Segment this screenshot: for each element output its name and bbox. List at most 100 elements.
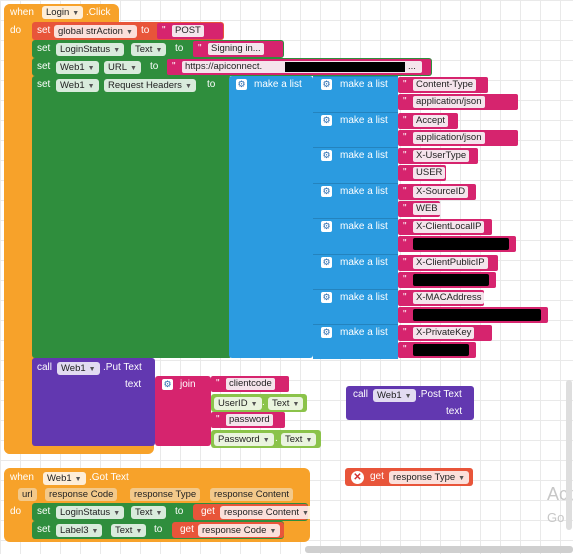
header-key-text-value[interactable]: X-SourceID — [413, 186, 469, 198]
header-key-text-block[interactable]: " X-ClientLocalIP — [398, 219, 492, 235]
password-text-block[interactable]: " password — [211, 412, 285, 428]
header-key-text-value[interactable]: X-PrivateKey — [413, 327, 475, 339]
header-key-text-block[interactable]: " X-UserType — [398, 148, 478, 164]
param-url[interactable]: url — [18, 488, 37, 501]
put-text-method: .Put Text — [103, 362, 142, 373]
gear-icon[interactable]: ⚙ — [321, 327, 332, 338]
text-property-dropdown[interactable]: Text ▼ — [131, 43, 167, 56]
loginstatus-component-dropdown[interactable]: LoginStatus ▼ — [56, 506, 125, 519]
chevron-down-icon: ▼ — [302, 510, 309, 517]
header-value-text-value[interactable] — [413, 274, 489, 286]
gear-icon[interactable]: ⚙ — [321, 186, 332, 197]
url-text-block[interactable]: " https://apiconnect. ... — [167, 59, 431, 75]
outer-make-a-list-block[interactable] — [229, 76, 313, 358]
web1-component-dropdown[interactable]: Web1 ▼ — [56, 61, 99, 74]
signing-in-text-value[interactable]: Signing in... — [208, 43, 264, 55]
header-key-text-block[interactable]: " X-ClientPublicIP — [398, 255, 498, 271]
gear-icon[interactable]: ⚙ — [321, 257, 332, 268]
gear-icon[interactable]: ⚙ — [321, 79, 332, 90]
clientcode-text-value[interactable]: clientcode — [226, 378, 275, 390]
header-value-text-block[interactable]: " — [398, 342, 476, 358]
text-property-dropdown[interactable]: Text ▼ — [268, 397, 304, 410]
post-text-method: .Post Text — [418, 389, 462, 400]
header-key-text-block[interactable]: " Accept — [398, 113, 458, 129]
param-response-content[interactable]: response Content — [210, 488, 293, 501]
header-value-text-block[interactable]: " — [398, 307, 548, 323]
header-key-text-value[interactable]: X-ClientPublicIP — [413, 257, 488, 269]
header-value-text-block[interactable]: " USER — [398, 165, 446, 181]
get-keyword: get — [370, 471, 384, 482]
response-type-dropdown[interactable]: response Type ▼ — [389, 471, 470, 484]
variable-dropdown[interactable]: global strAction ▼ — [54, 25, 137, 38]
response-code-dropdown[interactable]: response Code ▼ — [198, 524, 281, 537]
header-value-text-value[interactable] — [413, 344, 469, 356]
text-property-dropdown[interactable]: Text ▼ — [131, 506, 167, 519]
chevron-down-icon: ▼ — [458, 475, 466, 482]
response-content-dropdown[interactable]: response Content ▼ — [220, 506, 313, 519]
gear-icon[interactable]: ⚙ — [321, 115, 332, 126]
web1-component-dropdown[interactable]: Web1 ▼ — [57, 362, 100, 375]
header-value-text-block[interactable]: " — [398, 272, 496, 288]
header-key-text-block[interactable]: " X-SourceID — [398, 184, 476, 200]
header-key-text-value[interactable]: Content-Type — [413, 79, 477, 91]
header-key-text-value[interactable]: Accept — [413, 115, 449, 127]
label3-component-dropdown[interactable]: Label3 ▼ — [56, 524, 103, 537]
header-value-text-value[interactable]: application/json — [413, 132, 485, 144]
header-key-text-block[interactable]: " X-MACAddress — [398, 290, 485, 306]
gear-icon[interactable]: ⚙ — [321, 150, 332, 161]
login-component-dropdown[interactable]: Login ▼ — [42, 6, 84, 19]
loginstatus-component-dropdown[interactable]: LoginStatus ▼ — [56, 43, 125, 56]
text-property-dropdown[interactable]: Text ▼ — [281, 433, 317, 446]
do-keyword: do — [10, 25, 22, 36]
header-value-text-value[interactable]: WEB — [413, 203, 441, 215]
make-a-list-label: make a list — [340, 150, 388, 161]
header-value-text-value[interactable] — [413, 309, 541, 321]
header-key-text-value[interactable]: X-ClientLocalIP — [413, 221, 485, 233]
header-value-text-block[interactable]: " — [398, 236, 516, 252]
password-component-dropdown[interactable]: Password ▼ — [214, 433, 274, 446]
clientcode-text-block[interactable]: " clientcode — [211, 376, 289, 392]
header-key-text-value[interactable]: X-MACAddress — [413, 292, 485, 304]
header-value-text-block[interactable]: " application/json — [398, 130, 518, 146]
post-text-block[interactable]: " POST — [157, 23, 223, 39]
url-property-dropdown[interactable]: URL ▼ — [104, 61, 141, 74]
post-text-value[interactable]: POST — [172, 25, 204, 37]
gear-icon[interactable]: ⚙ — [321, 221, 332, 232]
web1-component-dropdown[interactable]: Web1 ▼ — [43, 472, 86, 485]
header-value-text-block[interactable]: " application/json — [398, 94, 518, 110]
web1-component-dropdown[interactable]: Web1 ▼ — [56, 79, 99, 92]
chevron-down-icon: ▼ — [72, 10, 80, 17]
header-key-text-block[interactable]: " X-PrivateKey — [398, 325, 492, 341]
param-response-type[interactable]: response Type — [130, 488, 201, 501]
horizontal-scrollbar[interactable] — [305, 546, 573, 553]
userid-component-dropdown[interactable]: UserID ▼ — [214, 397, 262, 410]
header-value-text-value[interactable]: USER — [413, 167, 446, 179]
header-value-text-block[interactable]: " WEB — [398, 201, 441, 217]
header-value-text-value[interactable]: application/json — [413, 96, 485, 108]
inner-make-a-list-block[interactable] — [313, 147, 398, 182]
web1-component-dropdown[interactable]: Web1 ▼ — [373, 389, 416, 402]
gear-icon[interactable]: ⚙ — [162, 379, 173, 390]
header-key-text-value[interactable]: X-UserType — [413, 150, 470, 162]
chevron-down-icon: ▼ — [155, 510, 163, 517]
password-text-value[interactable]: password — [226, 414, 273, 426]
vertical-scrollbar[interactable] — [566, 380, 572, 530]
set-keyword: set — [37, 43, 51, 54]
chevron-down-icon: ▼ — [125, 29, 133, 36]
set-request-headers-block[interactable] — [32, 76, 232, 358]
header-key-text-block[interactable]: " Content-Type — [398, 77, 488, 93]
url-text-value[interactable]: https://apiconnect. ... — [182, 61, 422, 73]
when-keyword: when — [10, 472, 34, 483]
gear-icon[interactable]: ⚙ — [321, 292, 332, 303]
request-headers-property-dropdown[interactable]: Request Headers ▼ — [104, 79, 196, 92]
chevron-down-icon: ▼ — [130, 65, 137, 72]
chevron-down-icon: ▼ — [113, 510, 121, 517]
signing-in-text-block[interactable]: " Signing in... — [193, 41, 283, 57]
text-property-dropdown[interactable]: Text ▼ — [111, 524, 147, 537]
header-value-text-value[interactable] — [413, 238, 509, 250]
error-x-icon[interactable]: ✕ — [351, 471, 364, 484]
login-click-event-block[interactable] — [4, 4, 35, 454]
gear-icon[interactable]: ⚙ — [236, 79, 247, 90]
chevron-down-icon: ▼ — [305, 437, 313, 444]
param-response-code[interactable]: response Code — [45, 488, 118, 501]
